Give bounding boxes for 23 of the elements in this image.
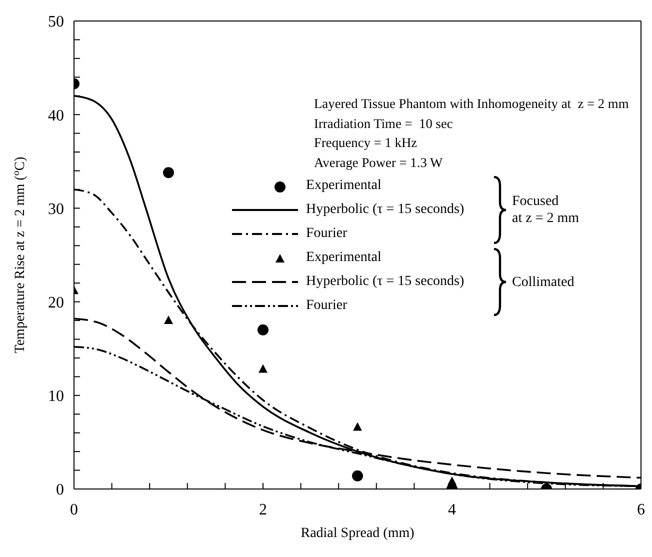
y-tick-label: 40 [48, 107, 64, 124]
x-tick-label: 2 [259, 501, 267, 518]
x-axis-title: Radial Spread (mm) [300, 526, 415, 541]
legend-label: Hyperbolic (τ = 15 seconds) [306, 274, 464, 290]
annotation: Focused at z = 2 mm [512, 193, 579, 227]
legend-label: Fourier [306, 226, 348, 242]
y-tick-label: 30 [48, 200, 64, 218]
x-tick-label: 6 [637, 501, 645, 518]
annotation: Average Power = 1.3 W [314, 154, 444, 172]
annotation: Frequency = 1 kHz [314, 134, 418, 152]
legend-label: Hyperbolic (τ = 15 seconds) [306, 202, 464, 218]
y-tick-label: 20 [48, 294, 64, 312]
x-tick-label: 4 [448, 501, 456, 518]
annotation: Irradiation Time = 10 sec [314, 114, 454, 132]
x-tick-label: 0 [70, 501, 78, 518]
y-tick-label: 10 [48, 388, 64, 406]
legend-label: Experimental [306, 250, 382, 266]
annotation: Layered Tissue Phantom with Inhomogeneity at z = 2 mm [314, 95, 629, 113]
annotation: Collimated [512, 274, 574, 290]
y-tick-label: 50 [48, 14, 64, 31]
legend-label: Experimental [306, 178, 382, 194]
legend-label: Fourier [306, 298, 348, 314]
y-tick-label: 0 [56, 482, 64, 499]
